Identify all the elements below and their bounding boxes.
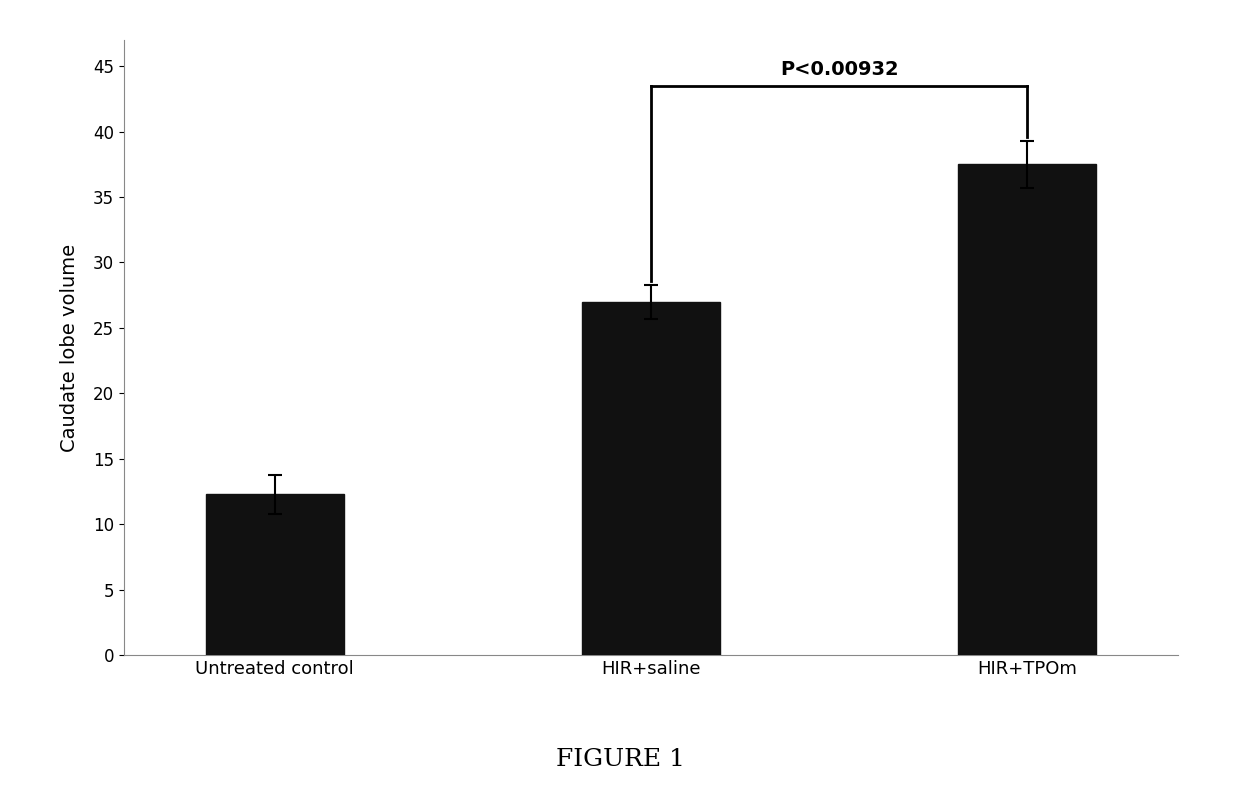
Y-axis label: Caudate lobe volume: Caudate lobe volume [61, 244, 79, 451]
Text: FIGURE 1: FIGURE 1 [556, 748, 684, 770]
Bar [582, 302, 720, 655]
Bar [206, 494, 343, 655]
Bar [959, 165, 1096, 655]
Text: P<0.00932: P<0.00932 [780, 60, 899, 79]
